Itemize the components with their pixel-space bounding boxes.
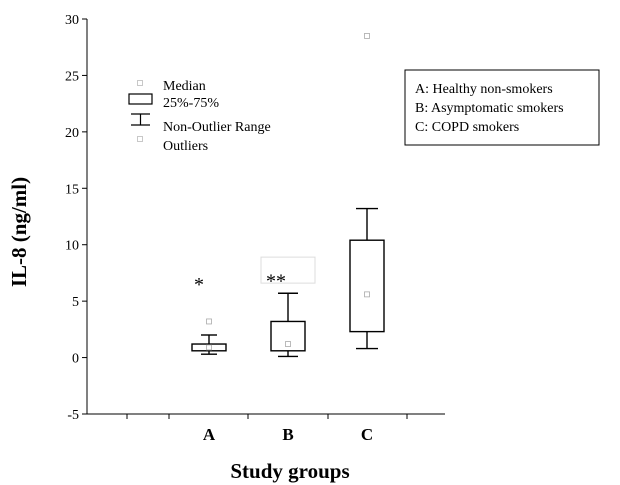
iqr-box [349,239,385,333]
y-tick-label: 5 [72,295,79,310]
median-symbol [137,80,143,86]
box-group-B: ** [260,256,316,358]
legend-symbols-item: Non-Outlier Range [163,120,271,135]
symbol-legend: Median 25%-75% Non-Outlier Range Outlier… [128,79,271,154]
legend-groups-item: B: Asymptomatic smokers [415,101,564,116]
median-marker [364,291,370,298]
median-marker [285,341,291,347]
legend-symbols-item: Median [163,79,206,94]
legend-groups-item: A: Healthy non-smokers [415,82,553,97]
legend-groups-item: C: COPD smokers [415,120,519,135]
y-tick-label: 15 [65,182,79,197]
outlier-point [364,33,370,39]
y-tick-label: 25 [65,69,79,84]
x-axis-title: Study groups [230,459,349,483]
legend-symbols-item: 25%-75% [163,96,219,111]
y-tick-label: 20 [65,126,79,141]
group-legend: A: Healthy non-smokers B: Asymptomatic s… [404,69,600,146]
y-tick-label: -5 [67,408,79,423]
y-tick-label: 0 [72,352,79,367]
group-legend-frame [404,69,600,146]
significance-label: ** [266,271,286,293]
iqr-box [191,343,227,352]
box-group-A: * [191,274,227,355]
y-tick-label: 10 [65,239,79,254]
iqr-box [270,320,306,352]
y-axis-title: IL-8 (ng/ml) [7,177,31,287]
significance-frame [260,256,316,284]
x-tick-label: A [203,425,216,444]
x-tick-label: B [282,425,293,444]
legend-symbols-item: Outliers [163,139,208,154]
significance-label: * [194,274,204,296]
median-marker [206,344,212,351]
y-tick-label: 30 [65,13,79,28]
x-tick-label: C [361,425,373,444]
box-group-C [349,33,385,350]
outlier-point [206,318,212,325]
outlier-symbol [137,136,143,142]
iqr-box-symbol [128,93,153,105]
